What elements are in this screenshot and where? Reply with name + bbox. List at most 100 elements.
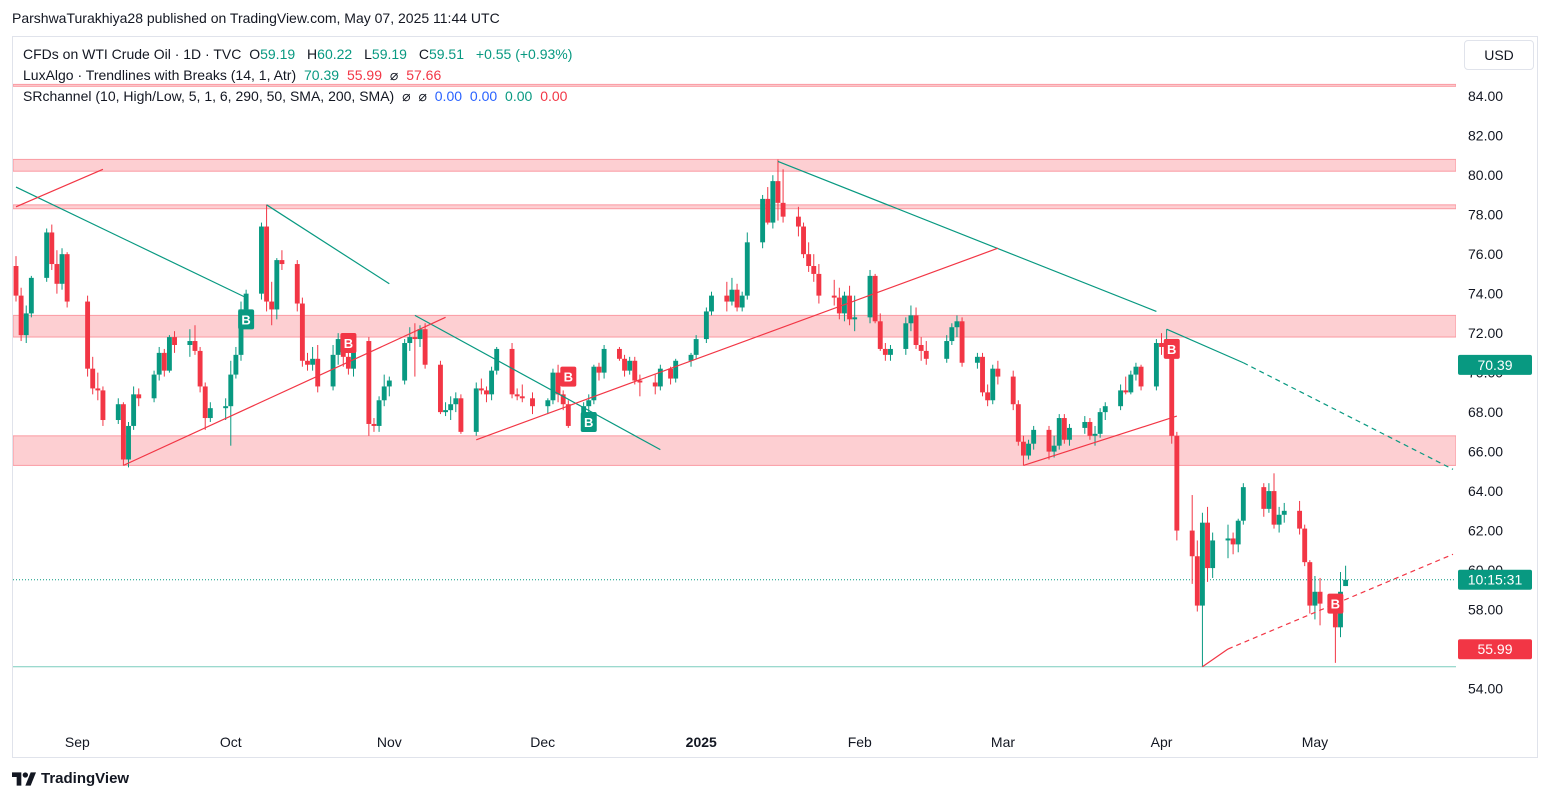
candle: [1051, 435, 1057, 458]
candle: [1010, 370, 1016, 411]
candle-body: [1297, 510, 1303, 529]
candle-body: [412, 337, 418, 340]
candle: [1343, 565, 1349, 587]
tradingview-logo[interactable]: TradingView: [12, 770, 129, 787]
published-by: ParshwaTurakhiya28 published on TradingV…: [12, 10, 500, 26]
candle: [386, 376, 392, 397]
candle-body: [1307, 562, 1313, 606]
candle-body: [560, 394, 566, 405]
candle-body: [136, 394, 142, 399]
candle: [1031, 425, 1037, 450]
indicator-name-luxalgo[interactable]: LuxAlgo · Trendlines with Breaks (14, 1,…: [23, 67, 297, 83]
break-label: B: [1163, 338, 1180, 359]
candle-body: [1210, 540, 1216, 569]
candle: [985, 384, 991, 407]
candle-body: [688, 354, 694, 361]
candle: [1061, 414, 1067, 444]
candle-body: [259, 226, 264, 294]
sr-zone: [13, 435, 1456, 466]
candle-body: [1082, 421, 1088, 428]
candle: [1307, 560, 1313, 614]
candle-body: [223, 406, 229, 409]
candle: [918, 337, 924, 361]
candle: [335, 333, 341, 365]
candle: [703, 307, 709, 344]
brand-name: TradingView: [41, 770, 130, 787]
candle: [795, 206, 801, 237]
candle-body: [744, 242, 750, 296]
candle: [1261, 483, 1267, 517]
trendline-upper: [1166, 328, 1244, 364]
candle-body: [1153, 343, 1159, 387]
candle: [233, 346, 239, 379]
candle-body: [616, 348, 622, 359]
candle-body: [888, 348, 893, 355]
candle: [1123, 376, 1129, 395]
x-tick-label: Feb: [848, 734, 872, 750]
candle: [760, 194, 766, 249]
candle: [166, 335, 172, 373]
candle-body: [156, 352, 162, 375]
candle: [1276, 506, 1282, 533]
candle: [974, 352, 980, 369]
candle: [980, 352, 985, 397]
break-label: B: [340, 333, 357, 354]
candle: [954, 315, 960, 338]
candle: [13, 256, 19, 302]
price-tag: 55.99: [1458, 639, 1532, 660]
trendline-lower: [1202, 648, 1229, 668]
candle: [381, 374, 387, 407]
symbol-name[interactable]: CFDs on WTI Crude Oil · 1D · TVC: [23, 46, 242, 62]
candle: [627, 356, 633, 375]
candle-body: [1102, 406, 1108, 413]
indicator-name-srchannel[interactable]: SRchannel (10, High/Low, 5, 1, 6, 290, 5…: [23, 88, 395, 104]
high-value: 60.22: [317, 46, 353, 62]
currency-button[interactable]: USD: [1464, 40, 1534, 70]
break-label-text: B: [564, 370, 573, 385]
srchannel-value-1: 0.00: [434, 88, 463, 104]
candle: [637, 374, 643, 397]
candle-body: [1133, 366, 1139, 375]
candle: [688, 352, 694, 367]
candle: [1210, 532, 1216, 578]
candle: [54, 250, 60, 294]
srchannel-value-4: 0.00: [540, 88, 568, 104]
legend-indicator-srchannel[interactable]: SRchannel (10, High/Low, 5, 1, 6, 290, 5…: [23, 86, 576, 107]
price-tag-text: 70.39: [1477, 357, 1512, 373]
candle: [550, 368, 556, 405]
candle: [744, 232, 750, 300]
candle: [519, 384, 525, 403]
candle-body: [974, 356, 980, 363]
candle: [126, 421, 131, 468]
trendline-extension-upper: [1243, 362, 1454, 470]
candle: [1067, 423, 1072, 446]
candle: [18, 287, 24, 342]
candle: [223, 398, 229, 421]
candle: [801, 222, 806, 259]
candle: [310, 346, 316, 371]
candle-body: [151, 374, 157, 399]
candle-body: [954, 321, 960, 328]
break-label-text: B: [344, 336, 353, 351]
candle-body: [780, 202, 786, 217]
candle: [882, 343, 888, 361]
candle-body: [985, 392, 991, 401]
trendline-lower: [1023, 415, 1178, 466]
candle-body: [959, 321, 965, 363]
candle: [422, 323, 428, 369]
legend-symbol-row[interactable]: CFDs on WTI Crude Oil · 1D · TVC O59.19 …: [23, 44, 576, 65]
candle: [1235, 518, 1241, 553]
y-tick-label: 64.00: [1468, 483, 1503, 499]
candle-body: [228, 374, 234, 407]
legend-indicator-luxalgo[interactable]: LuxAlgo · Trendlines with Breaks (14, 1,…: [23, 65, 576, 86]
candle: [151, 370, 157, 403]
candle: [622, 354, 627, 377]
candle: [867, 269, 873, 324]
candle-body: [703, 311, 709, 340]
candle: [959, 317, 965, 367]
candle: [136, 388, 142, 407]
candle: [555, 364, 561, 403]
candle: [632, 356, 638, 385]
candle-body: [622, 358, 627, 371]
